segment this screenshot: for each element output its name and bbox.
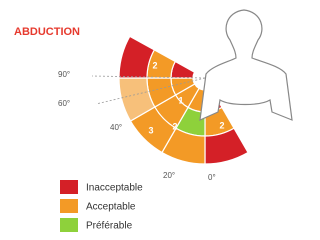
body-outline — [200, 10, 292, 120]
legend-label: Inacceptable — [86, 183, 143, 194]
segment-score: 2 — [152, 60, 157, 70]
angle-label: 90° — [58, 70, 70, 79]
angle-label: 20° — [163, 171, 175, 180]
legend-swatch — [60, 180, 78, 194]
angle-label: 60° — [58, 99, 70, 108]
legend-swatch — [60, 199, 78, 213]
legend-label: Préférable — [86, 221, 133, 232]
title: ABDUCTION — [14, 26, 80, 38]
segment-score: 1 — [178, 95, 183, 105]
segment-score: 3 — [148, 125, 153, 135]
angle-label: 0° — [208, 173, 216, 182]
legend-swatch — [60, 218, 78, 232]
segment-score: 2 — [172, 121, 177, 131]
legend-label: Acceptable — [86, 202, 136, 213]
angle-label: 40° — [110, 123, 122, 132]
segment-score: 2 — [219, 120, 224, 130]
abduction-diagram: ABDUCTION 90° 60° 40° 20° 0° 2 1 3 2 2 I… — [0, 0, 293, 240]
